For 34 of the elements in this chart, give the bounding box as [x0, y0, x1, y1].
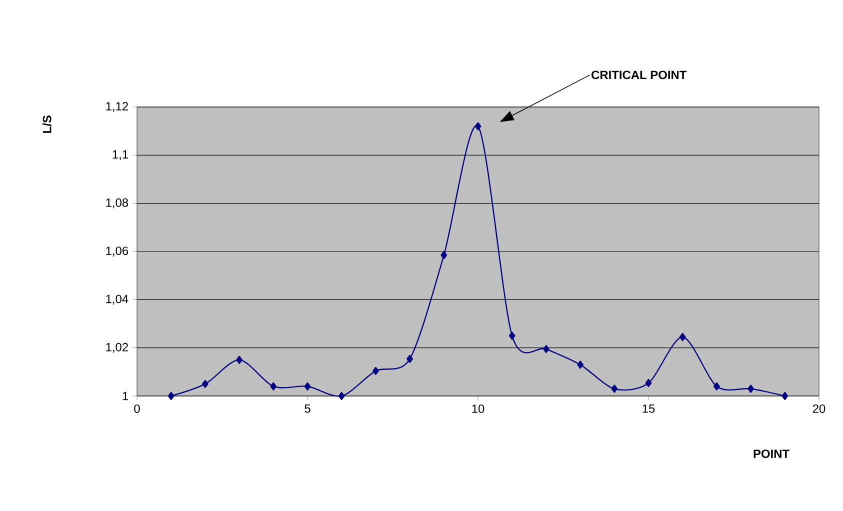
point — [202, 380, 208, 388]
y-axis-title: L/S — [42, 116, 52, 133]
point — [236, 356, 243, 364]
x-tick-label: 10 — [472, 404, 484, 413]
x-axis-title: POINT — [754, 450, 790, 458]
point — [304, 382, 311, 390]
point — [372, 366, 379, 376]
point — [679, 332, 686, 342]
y-tick-label: 1,06 — [106, 246, 128, 256]
y-tick-label: 1,02 — [106, 342, 128, 353]
point — [406, 354, 414, 363]
point — [168, 392, 174, 400]
x-tick-label: 15 — [642, 404, 655, 413]
x-tick-label: 5 — [304, 404, 310, 413]
point — [542, 344, 550, 354]
text: CRITICAL POINT — [592, 70, 687, 80]
point — [474, 122, 482, 130]
point — [748, 384, 754, 393]
x-tick-label: 20 — [812, 404, 826, 413]
point — [270, 382, 277, 390]
point — [645, 378, 652, 388]
x-tick-label: 0 — [134, 404, 140, 413]
point — [440, 251, 448, 260]
point — [782, 392, 788, 400]
y-tick-label: 1 — [122, 392, 128, 400]
y-tick-label: 1,1 — [112, 150, 128, 160]
y-tick-label: 1,12 — [106, 102, 128, 112]
point — [508, 332, 516, 340]
point — [611, 384, 618, 393]
y-tick-label: 1,04 — [106, 294, 128, 305]
point — [713, 382, 720, 390]
y-tick-label: 1,08 — [106, 198, 128, 208]
point — [338, 392, 345, 400]
point — [577, 360, 584, 369]
